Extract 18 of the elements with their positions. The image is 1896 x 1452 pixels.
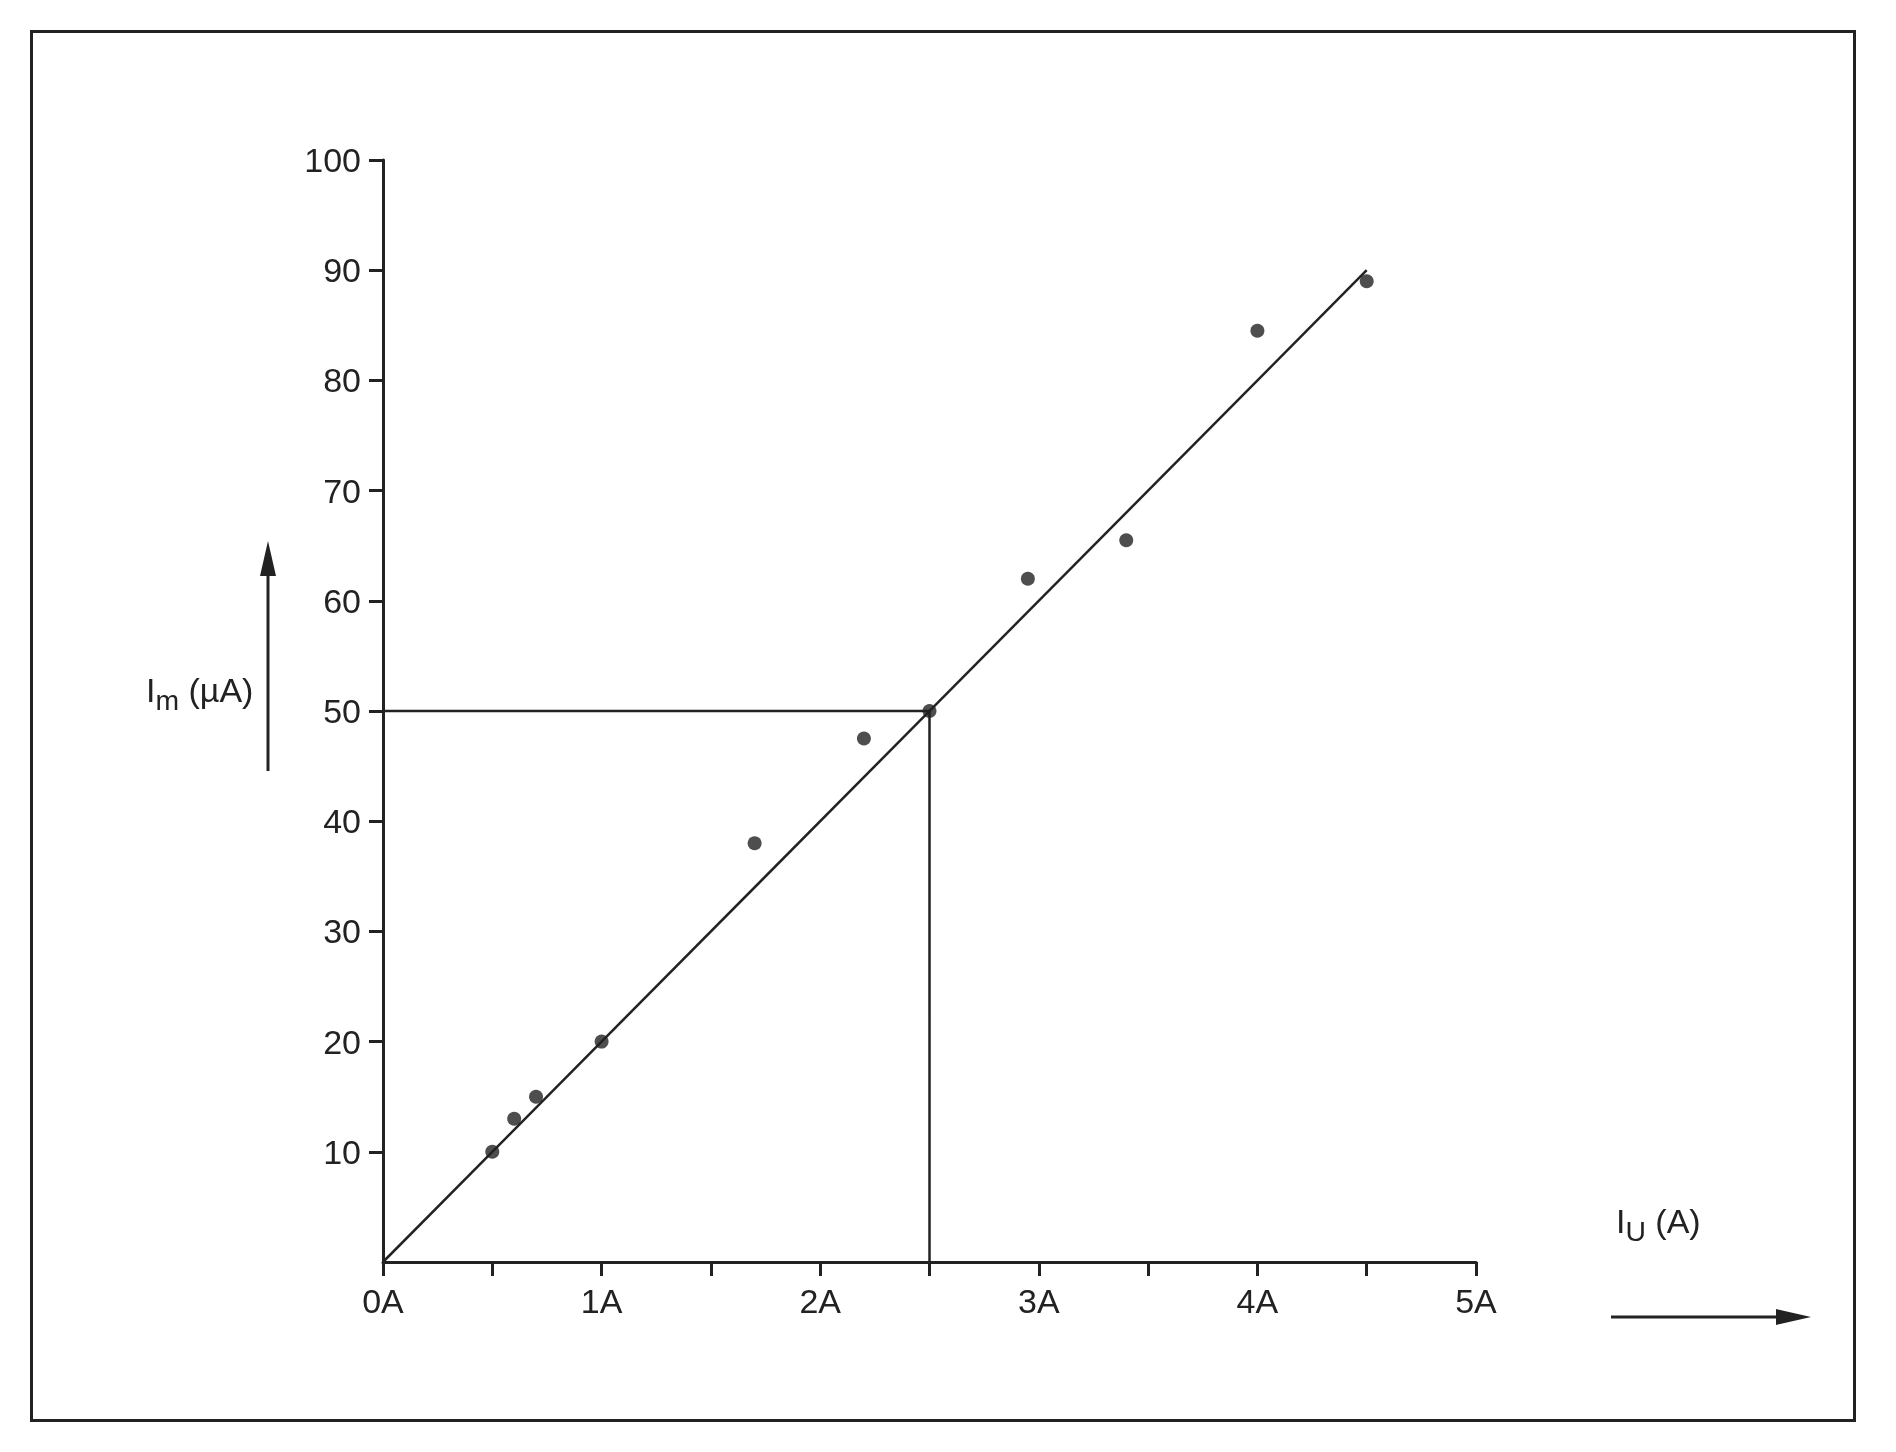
x-tick-label: 5A	[1455, 1282, 1498, 1320]
y-tick-label: 30	[323, 912, 361, 951]
y-tick-label: 90	[323, 251, 361, 290]
y-tick-label: 10	[323, 1132, 361, 1171]
x-tick-label: 3A	[1018, 1282, 1060, 1320]
y-tick-label: 50	[323, 692, 361, 730]
x-tick-label: 2A	[799, 1282, 842, 1320]
y-tick-label: 80	[323, 361, 361, 400]
y-tick-label: 60	[323, 581, 361, 620]
x-tick-label: 0A	[362, 1282, 405, 1320]
y-tick-label: 40	[323, 802, 361, 841]
x-tick-label: 1A	[580, 1282, 623, 1320]
y-axis-title: I$_{m}$ (µA)	[146, 671, 254, 717]
y-tick-label: 70	[323, 471, 361, 510]
x-tick-label: 4A	[1236, 1282, 1279, 1320]
y-tick-label: 100	[304, 141, 361, 179]
y-tick-label: 20	[323, 1022, 361, 1061]
x-axis-title: I$_{U}$ (A)	[1616, 1202, 1701, 1248]
